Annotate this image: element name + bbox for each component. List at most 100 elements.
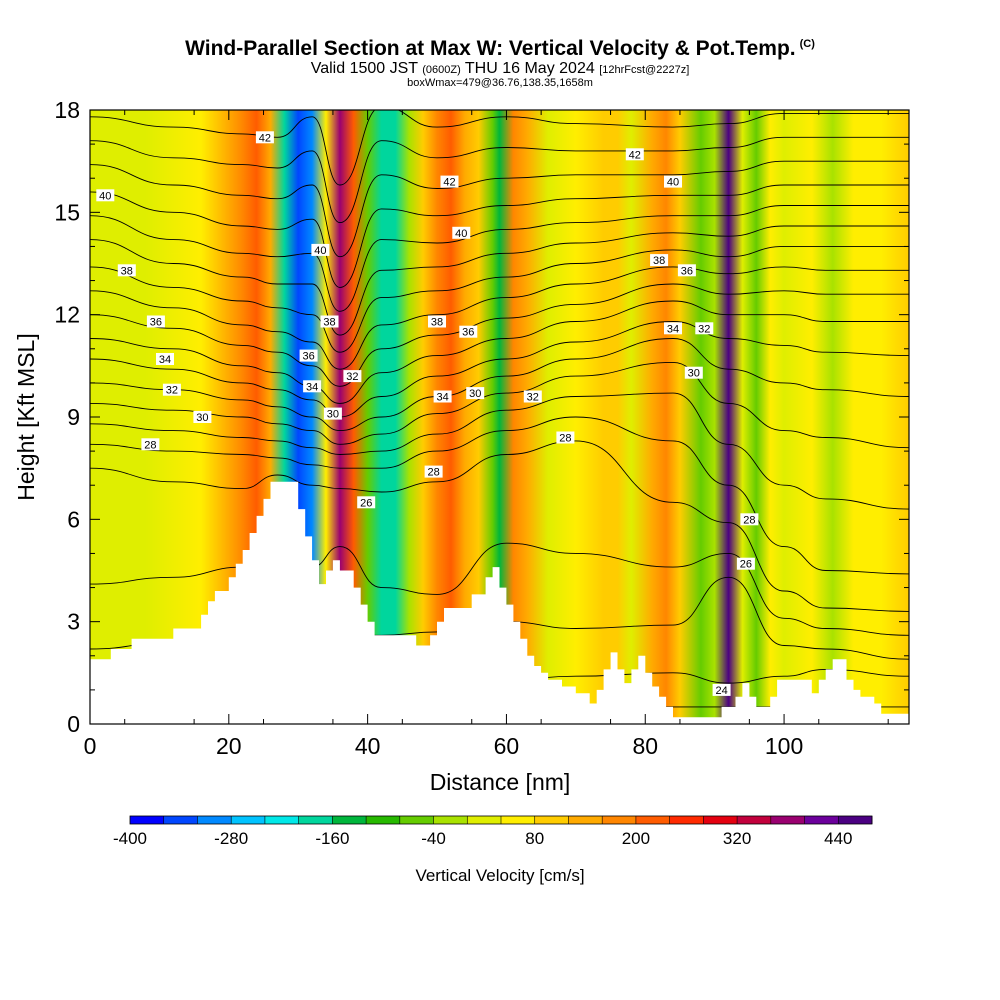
- contour-label-box: [323, 407, 342, 420]
- y-tick-label: 0: [67, 711, 80, 737]
- contour-label-text: 26: [740, 559, 752, 571]
- contour-label: 34: [303, 380, 322, 393]
- contour-label-box: [664, 322, 682, 335]
- contour-label: 38: [117, 264, 136, 277]
- contour-label: 32: [343, 370, 362, 383]
- contour-label-box: [677, 264, 696, 277]
- contour-label: 36: [299, 349, 318, 363]
- contour-label-text: 36: [302, 351, 314, 363]
- colorbar-swatch: [332, 816, 367, 824]
- contour-label: 34: [156, 353, 174, 366]
- contour-label-box: [452, 226, 471, 239]
- colorbar-swatch: [635, 816, 671, 824]
- theta-contour-28: [90, 440, 909, 612]
- contour-label: 40: [96, 189, 115, 202]
- contour-label-text: 28: [559, 433, 571, 445]
- contour-label-text: 34: [667, 323, 679, 335]
- x-tick-label: 100: [765, 733, 803, 759]
- contour-label-box: [466, 387, 485, 400]
- contour-label-box: [428, 315, 446, 328]
- colorbar-swatch: [163, 816, 198, 824]
- theta-contour-33: [90, 321, 909, 418]
- contour-label-box: [117, 264, 136, 277]
- contour-label-text: 38: [121, 265, 133, 277]
- theta-contour-29: [90, 416, 909, 575]
- colorbar-tick-label: 200: [622, 829, 650, 848]
- contour-label-box: [255, 131, 274, 144]
- contour-label-text: 38: [431, 317, 443, 329]
- theta-contour-38: [90, 225, 909, 336]
- contour-label-box: [684, 366, 703, 379]
- box-info: boxWmax=479@36.76,138.35,1658m: [407, 77, 593, 89]
- contour-label-text: 30: [469, 388, 481, 400]
- colorbar-tick-label: -400: [113, 829, 147, 848]
- contour-label-box: [433, 390, 452, 403]
- colorbar-label: Vertical Velocity [cm/s]: [415, 866, 584, 885]
- contour-label-box: [357, 496, 376, 509]
- contour-label-text: 32: [346, 371, 358, 383]
- contour-label-box: [650, 254, 669, 267]
- theta-contour-36: [90, 266, 909, 370]
- contour-label: 26: [736, 557, 755, 571]
- theta-contour-42: [90, 136, 909, 224]
- contour-label: 24: [712, 683, 731, 697]
- valid-date: THU 16 May 2024: [464, 60, 595, 77]
- contour-label-box: [141, 438, 160, 451]
- contour-label: 32: [162, 383, 181, 397]
- contour-label-text: 42: [629, 149, 641, 161]
- y-tick-label: 6: [67, 506, 80, 532]
- x-tick-label: 80: [632, 733, 658, 759]
- contour-label-text: 32: [698, 323, 710, 335]
- contour-label: 28: [556, 431, 575, 445]
- contour-label: 30: [466, 387, 485, 400]
- contour-label-text: 36: [150, 317, 162, 329]
- contour-label-box: [343, 370, 362, 383]
- colorbar-tick-label: 320: [723, 829, 751, 848]
- chart-title-main: Wind-Parallel Section at Max W: Vertical…: [185, 37, 796, 60]
- colorbar-swatch: [467, 816, 502, 824]
- contour-label-box: [664, 175, 682, 188]
- colorbar-swatch: [534, 816, 569, 824]
- contour-label: 36: [146, 315, 165, 329]
- theta-contour-41: [90, 160, 909, 258]
- contour-label: 32: [523, 390, 542, 404]
- valid-utc: (0600Z): [422, 64, 461, 76]
- x-axis-label: Distance [nm]: [430, 769, 571, 795]
- contour-label: 42: [255, 131, 274, 144]
- colorbar-tick-label: -280: [214, 829, 248, 848]
- contour-label-text: 28: [743, 514, 755, 526]
- contour-label-text: 40: [667, 177, 679, 189]
- contour-label-box: [156, 353, 174, 365]
- contour-label-text: 36: [681, 265, 693, 277]
- colorbar-swatch: [366, 816, 401, 824]
- colorbar-swatch: [703, 816, 738, 824]
- contour-label: 30: [193, 411, 212, 424]
- contour-label-box: [695, 322, 714, 335]
- colorbar-tick-label: -160: [315, 829, 349, 848]
- contour-labels: 42 40 38 36 34 32 30 28 40 38 36 34 32 30 26 42 40 38 36 34…: [96, 131, 759, 697]
- contour-label: 40: [311, 243, 330, 257]
- contour-label-box: [320, 315, 339, 328]
- contour-label-text: 40: [455, 228, 467, 240]
- potential-temperature-contours: [90, 110, 909, 708]
- contour-label-text: 42: [443, 177, 455, 189]
- y-tick-label: 9: [67, 404, 80, 430]
- contour-label: 42: [625, 148, 644, 161]
- contour-label-text: 30: [688, 368, 700, 380]
- theta-contour-32: [90, 338, 909, 432]
- y-tick-label: 3: [67, 609, 80, 635]
- contour-label-box: [303, 380, 322, 393]
- y-tick-label: 15: [54, 199, 80, 225]
- colorbar-tick-label: 440: [824, 829, 852, 848]
- contour-label: 38: [320, 315, 339, 329]
- contour-label-box: [146, 315, 165, 328]
- colorbar: -400 -280 -160 -40 80 200 320 440: [113, 815, 873, 848]
- theta-contour-34: [90, 300, 909, 404]
- contour-label: 36: [677, 264, 696, 277]
- contour-label-box: [459, 325, 478, 338]
- contour-label: 28: [141, 438, 160, 451]
- contour-label: 36: [459, 325, 478, 339]
- contour-label-text: 42: [259, 132, 271, 144]
- contour-label: 26: [357, 496, 376, 509]
